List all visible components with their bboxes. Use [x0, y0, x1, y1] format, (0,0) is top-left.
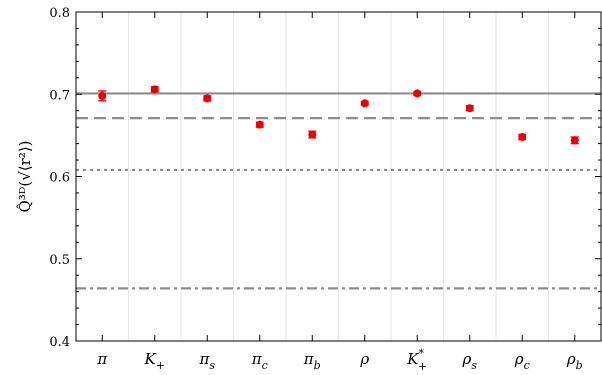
- y-tick-label: 0.8: [49, 6, 70, 21]
- x-category-label: πc: [251, 350, 268, 372]
- data-point: [465, 104, 474, 113]
- x-category-label: ρb: [566, 350, 583, 372]
- vertical-grid: [128, 12, 549, 341]
- data-point: [255, 120, 264, 129]
- x-category-label: ρc: [514, 350, 530, 372]
- y-tick-label: 0.6: [49, 171, 70, 186]
- x-category-label: πs: [198, 350, 215, 372]
- x-category-label: ρs: [462, 350, 478, 372]
- y-tick-label: 0.5: [49, 253, 70, 268]
- data-point: [203, 94, 212, 103]
- y-axis: 0.4 0.5 0.6 0.7 0.8: [49, 6, 601, 350]
- x-category-label: K* +: [406, 347, 427, 373]
- y-tick-label: 0.4: [49, 335, 70, 350]
- data-point: [308, 130, 317, 139]
- data-point: [413, 89, 422, 98]
- data-points: [98, 85, 579, 145]
- data-point: [98, 91, 107, 100]
- reference-lines: [76, 92, 601, 290]
- data-point: [360, 99, 369, 108]
- x-axis: π K+ πs πc πb ρ K* + ρs ρc ρb: [96, 12, 583, 373]
- x-category-label: π: [96, 350, 108, 368]
- y-tick-label: 0.7: [49, 88, 70, 103]
- x-category-label: ρ: [359, 350, 369, 368]
- x-category-label: K+: [144, 350, 165, 372]
- y-axis-label: Q̂³ᴰ(√⟨r²⟩): [16, 140, 34, 212]
- data-point: [150, 85, 159, 94]
- data-point: [570, 136, 579, 145]
- data-point: [518, 133, 527, 142]
- x-category-label: πb: [303, 350, 321, 372]
